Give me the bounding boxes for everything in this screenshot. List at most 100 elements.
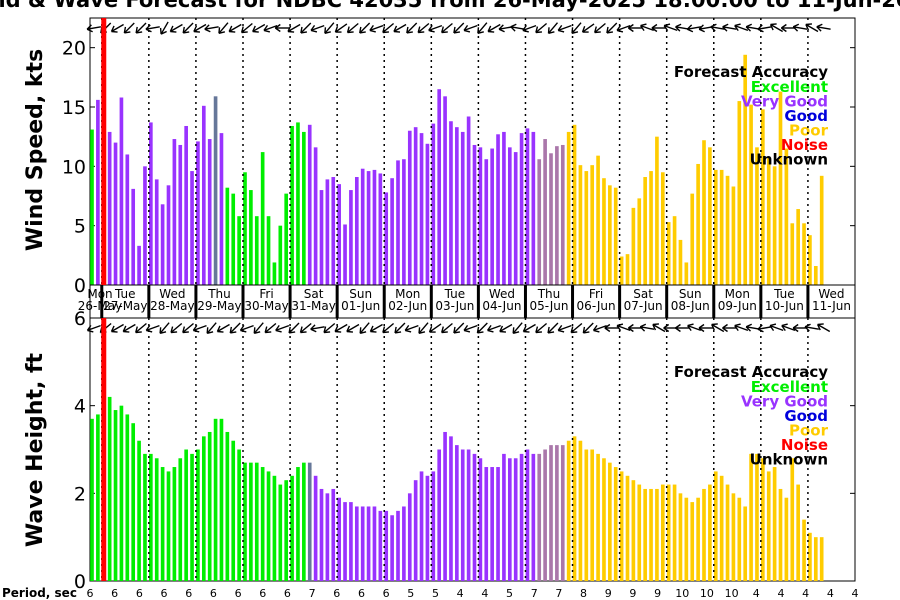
wave-bar [166,471,171,581]
wave-direction-arrow [310,324,325,333]
wind-bar [237,216,241,285]
wind-bar [555,146,559,285]
chart-title: Wind & Wave Forecast for NDBC 42035 from… [0,0,900,12]
day-name: Tue [114,287,136,301]
day-name: Mon [725,287,750,301]
period-value: 4 [481,587,488,600]
wind-bar [160,204,165,285]
wind-bar [702,140,706,285]
wind-bar [313,147,318,285]
wave-bar [755,453,759,581]
wave-bar [372,506,377,581]
wave-bar [443,431,447,581]
wave-bar [325,493,330,581]
wave-bar [737,497,742,581]
wind-bar [666,222,671,285]
wave-bar [201,436,206,581]
wind-bar [213,96,218,285]
day-date: 28-May [150,299,194,313]
wind-ylabel: Wind Speed, kts [23,49,48,251]
wind-direction-arrow [487,23,501,33]
wind-direction-arrow [417,22,430,34]
wind-direction-arrow [510,23,525,32]
wind-direction-arrow [535,22,548,34]
period-value: 5 [432,587,439,600]
wind-bar [637,198,642,285]
wind-bar [749,104,753,285]
wave-bar [284,480,289,581]
wind-ytick-label: 0 [74,275,86,297]
wave-direction-arrow [604,323,619,333]
wind-bar [519,133,524,285]
wind-bar [472,144,477,285]
wind-bar [431,123,436,285]
wave-bar [578,440,583,581]
wave-bar [731,493,736,581]
wind-bar [543,139,547,285]
wind-bar [796,209,800,285]
wave-direction-arrow [323,322,336,334]
wave-direction-arrow [663,323,678,333]
wind-bar [260,152,265,285]
day-date: 01-Jun [341,299,380,313]
wave-bar [184,449,188,581]
wind-direction-arrow [769,23,784,33]
wave-bar [225,431,230,581]
wave-bar [349,502,353,581]
wave-bar [660,484,665,581]
wave-direction-arrow [299,322,312,334]
wave-bar [761,458,765,581]
day-date: 04-Jun [482,299,521,313]
wave-bar [672,484,677,581]
day-name: Fri [589,287,603,301]
wave-bar [384,510,389,581]
period-value: 6 [358,587,365,600]
wave-bar [608,462,612,581]
wind-bar [737,101,742,285]
period-value: 6 [284,587,291,600]
wave-bar [478,458,483,581]
wind-direction-arrow [557,24,572,33]
wind-bar [819,175,824,285]
period-value: 8 [580,587,587,600]
wave-bar [784,497,789,581]
wave-direction-arrow [359,322,370,335]
day-date: 29-May [197,299,241,313]
day-date: 08-Jun [671,299,710,313]
wave-bar [178,458,183,581]
wave-bar [207,431,212,581]
wave-bar [543,449,547,581]
wind-direction-arrow [651,23,666,33]
wave-bar [590,449,595,581]
wave-direction-arrow [476,322,488,334]
wave-bar [402,506,406,581]
wind-bar [354,177,359,285]
wave-bar [319,488,324,581]
day-name: Mon [87,287,112,301]
wave-bar [819,537,824,581]
wave-bar [237,449,241,581]
wind-direction-arrow [228,23,242,33]
wave-direction-arrow [639,323,655,332]
wind-bar [196,141,200,285]
wind-direction-arrow [369,24,384,33]
period-value: 6 [111,587,118,600]
period-value: 4 [852,587,859,600]
wave-plot-frame [89,317,856,582]
wave-direction-arrow [547,322,559,334]
day-date: 30-May [244,299,288,313]
wind-bar [278,225,283,285]
wave-ytick-label: 6 [74,308,86,330]
wind-bar [290,125,294,285]
wind-bar [496,134,500,285]
wave-direction-arrow [570,322,583,334]
wave-bar [684,497,689,581]
wind-bar [372,169,377,285]
wind-bar [466,116,471,285]
wave-bar [278,484,283,581]
wind-ytick-label: 10 [62,156,86,178]
day-date: 02-Jun [388,299,427,313]
day-date: 26-May [78,299,122,313]
wind-direction-arrow [606,22,618,34]
